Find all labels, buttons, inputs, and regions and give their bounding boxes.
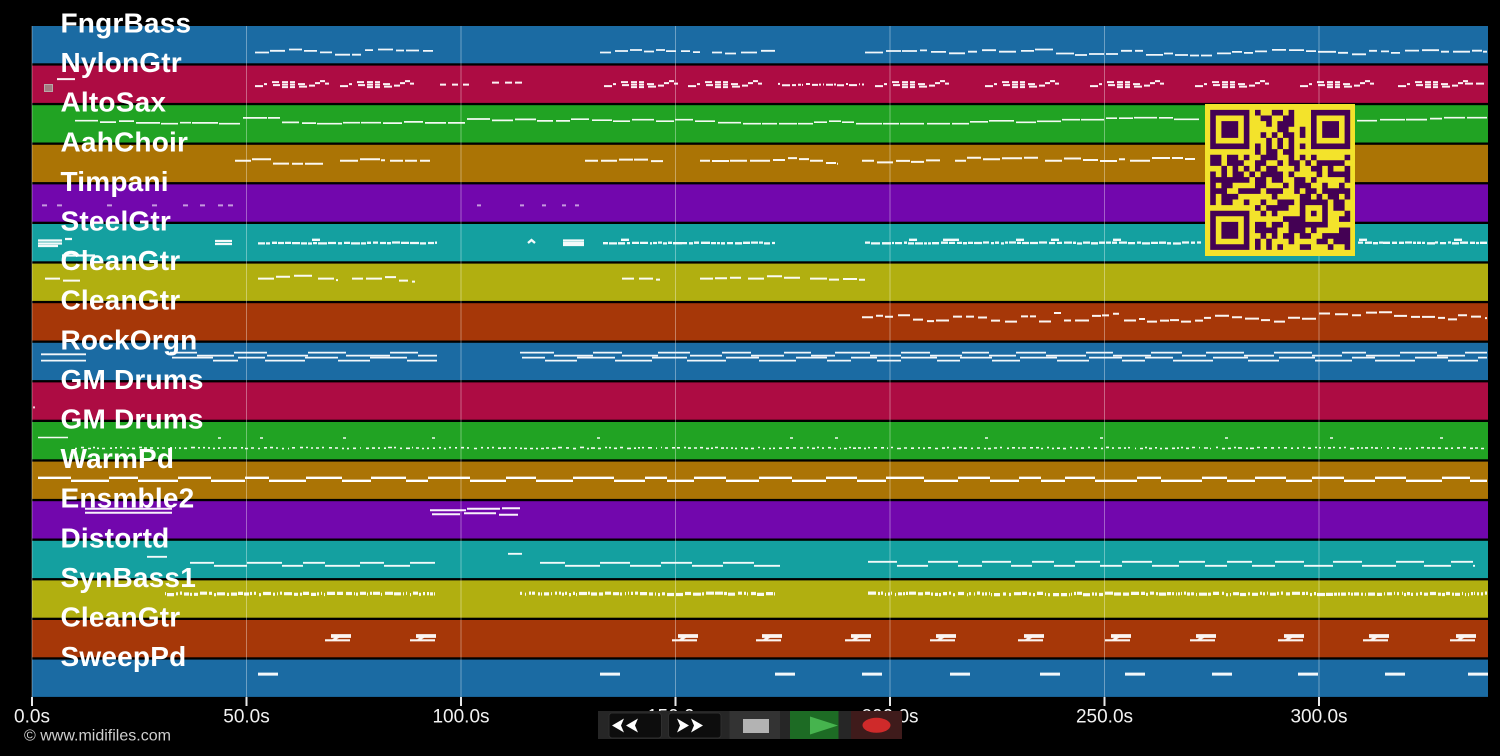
svg-text:AltoSax: AltoSax: [61, 87, 167, 118]
svg-text:100.0s: 100.0s: [432, 707, 489, 728]
svg-text:FngrBass: FngrBass: [61, 8, 192, 39]
svg-text:© www.midifiles.com: © www.midifiles.com: [24, 728, 171, 745]
svg-text:Ensmble2: Ensmble2: [61, 483, 195, 514]
svg-text:Distortd: Distortd: [61, 522, 170, 553]
svg-text:CleanGtr: CleanGtr: [61, 285, 181, 316]
svg-text:NylonGtr: NylonGtr: [61, 47, 182, 78]
svg-text:SynBass1: SynBass1: [61, 562, 196, 593]
svg-text:CleanGtr: CleanGtr: [61, 602, 181, 633]
svg-text:50.0s: 50.0s: [223, 707, 269, 728]
svg-text:0.0s: 0.0s: [14, 707, 50, 728]
svg-text:300.0s: 300.0s: [1290, 707, 1347, 728]
svg-text:250.0s: 250.0s: [1076, 707, 1133, 728]
svg-text:GM Drums: GM Drums: [61, 364, 204, 395]
svg-text:AahChoir: AahChoir: [61, 126, 189, 157]
svg-text:WarmPd: WarmPd: [61, 443, 175, 474]
svg-text:SweepPd: SweepPd: [61, 641, 187, 672]
svg-text:RockOrgn: RockOrgn: [61, 324, 198, 355]
svg-text:Timpani: Timpani: [61, 166, 169, 197]
svg-text:SteelGtr: SteelGtr: [61, 206, 172, 237]
svg-text:CleanGtr: CleanGtr: [61, 245, 181, 276]
svg-text:GM Drums: GM Drums: [61, 404, 204, 435]
